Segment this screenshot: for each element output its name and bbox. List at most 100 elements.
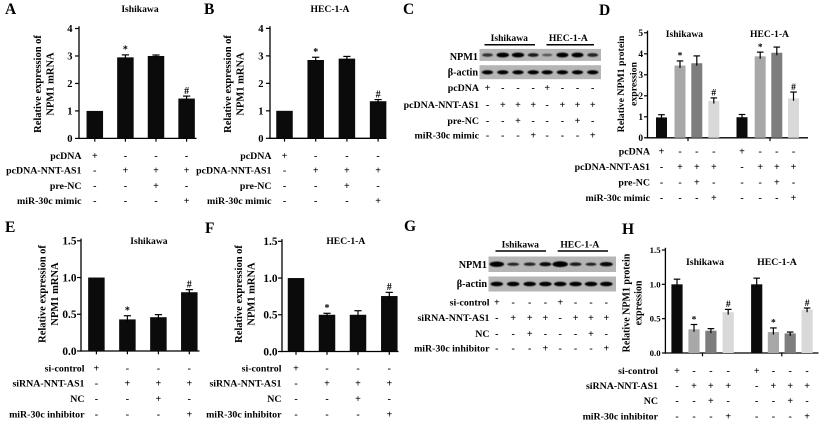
svg-text:-: - xyxy=(589,297,592,308)
svg-text:-: - xyxy=(154,196,157,207)
svg-text:*: * xyxy=(771,319,776,329)
svg-text:+: + xyxy=(739,147,745,158)
svg-text:siRNA-NNT-AS1: siRNA-NNT-AS1 xyxy=(417,313,489,324)
svg-text:-: - xyxy=(495,313,498,324)
svg-text:-: - xyxy=(294,394,297,405)
svg-text:+: + xyxy=(708,381,714,392)
svg-text:+: + xyxy=(527,329,533,340)
svg-text:-: - xyxy=(376,151,379,162)
svg-text:-: - xyxy=(576,83,579,94)
svg-text:*: * xyxy=(678,52,683,62)
svg-text:5: 5 xyxy=(638,29,643,39)
svg-text:#: # xyxy=(187,279,192,290)
svg-text:*: * xyxy=(125,306,130,317)
svg-text:-: - xyxy=(740,162,743,173)
svg-text:-: - xyxy=(294,410,297,421)
svg-text:-: - xyxy=(544,329,547,340)
svg-text:si-control: si-control xyxy=(618,366,658,377)
svg-text:+: + xyxy=(530,100,536,111)
svg-text:-: - xyxy=(574,344,577,355)
svg-text:+: + xyxy=(757,162,763,173)
svg-text:#: # xyxy=(791,83,796,93)
svg-text:-: - xyxy=(675,411,678,422)
svg-text:pre-NC: pre-NC xyxy=(240,181,272,192)
svg-text:-: - xyxy=(495,329,498,340)
svg-text:-: - xyxy=(772,366,775,377)
svg-text:+: + xyxy=(603,344,609,355)
svg-text:#: # xyxy=(184,86,189,97)
svg-text:1.0: 1.0 xyxy=(62,272,76,284)
svg-text:HEC-1-A: HEC-1-A xyxy=(549,33,588,44)
svg-text:-: - xyxy=(95,378,98,389)
svg-text:NPM1 mRNA: NPM1 mRNA xyxy=(247,262,258,326)
svg-text:3: 3 xyxy=(258,51,263,62)
svg-text:+: + xyxy=(771,381,777,392)
svg-text:+: + xyxy=(804,411,810,422)
svg-text:-: - xyxy=(591,83,594,94)
svg-text:Ishikawa: Ishikawa xyxy=(666,29,704,40)
svg-text:-: - xyxy=(660,178,663,189)
svg-text:-: - xyxy=(528,344,531,355)
svg-text:+: + xyxy=(485,83,491,94)
svg-text:-: - xyxy=(532,83,535,94)
svg-text:-: - xyxy=(727,366,730,377)
svg-text:+: + xyxy=(560,100,566,111)
svg-text:NC: NC xyxy=(267,394,281,405)
svg-text:+: + xyxy=(153,166,159,177)
svg-text:+: + xyxy=(575,100,581,111)
svg-text:NPM1: NPM1 xyxy=(459,260,487,271)
svg-text:expression: expression xyxy=(634,280,645,325)
svg-text:-: - xyxy=(605,329,608,340)
svg-text:-: - xyxy=(678,147,681,158)
svg-text:-: - xyxy=(486,116,489,127)
svg-text:+: + xyxy=(787,381,793,392)
svg-text:+: + xyxy=(711,162,717,173)
svg-text:+: + xyxy=(543,313,549,324)
svg-text:-: - xyxy=(388,363,391,374)
svg-text:-: - xyxy=(755,411,758,422)
svg-text:-: - xyxy=(591,116,594,127)
svg-text:-: - xyxy=(805,396,808,407)
svg-text:NPM1 mRNA: NPM1 mRNA xyxy=(46,52,57,116)
svg-text:-: - xyxy=(605,297,608,308)
svg-text:0: 0 xyxy=(638,134,643,144)
svg-text:-: - xyxy=(678,178,681,189)
svg-text:+: + xyxy=(754,366,760,377)
svg-text:+: + xyxy=(375,166,381,177)
svg-text:miR-30c inhibitor: miR-30c inhibitor xyxy=(9,410,85,421)
svg-text:+: + xyxy=(588,313,594,324)
svg-text:1.0: 1.0 xyxy=(263,273,277,285)
svg-text:pcDNA: pcDNA xyxy=(619,147,651,158)
svg-text:+: + xyxy=(386,378,392,389)
svg-text:-: - xyxy=(501,130,504,141)
svg-text:+: + xyxy=(677,162,683,173)
svg-text:+: + xyxy=(791,193,797,204)
svg-text:#: # xyxy=(387,282,392,293)
svg-text:-: - xyxy=(559,344,562,355)
svg-text:-: - xyxy=(283,166,286,177)
svg-text:Relative expression of: Relative expression of xyxy=(33,35,44,133)
svg-text:-: - xyxy=(325,394,328,405)
svg-text:expression: expression xyxy=(628,62,639,106)
svg-text:si-control: si-control xyxy=(242,363,282,374)
svg-text:1.5: 1.5 xyxy=(263,236,277,248)
svg-text:-: - xyxy=(692,366,695,377)
svg-text:-: - xyxy=(528,297,531,308)
svg-text:-: - xyxy=(559,329,562,340)
svg-text:0.5: 0.5 xyxy=(62,309,76,321)
svg-text:+: + xyxy=(186,410,192,421)
svg-text:*: * xyxy=(313,47,318,58)
svg-text:-: - xyxy=(356,410,359,421)
svg-text:-: - xyxy=(775,147,778,158)
svg-text:E: E xyxy=(5,219,15,236)
svg-text:NPM1 mRNA: NPM1 mRNA xyxy=(236,52,247,116)
svg-text:miR-30c inhibitor: miR-30c inhibitor xyxy=(206,410,282,421)
svg-text:+: + xyxy=(659,147,665,158)
svg-text:4: 4 xyxy=(67,24,73,35)
svg-text:+: + xyxy=(774,162,780,173)
svg-text:-: - xyxy=(95,394,98,405)
svg-text:pcDNA: pcDNA xyxy=(50,151,82,162)
svg-text:HEC-1-A: HEC-1-A xyxy=(757,257,797,268)
svg-text:miR-30c mimic: miR-30c mimic xyxy=(17,196,82,207)
svg-text:-: - xyxy=(294,378,297,389)
